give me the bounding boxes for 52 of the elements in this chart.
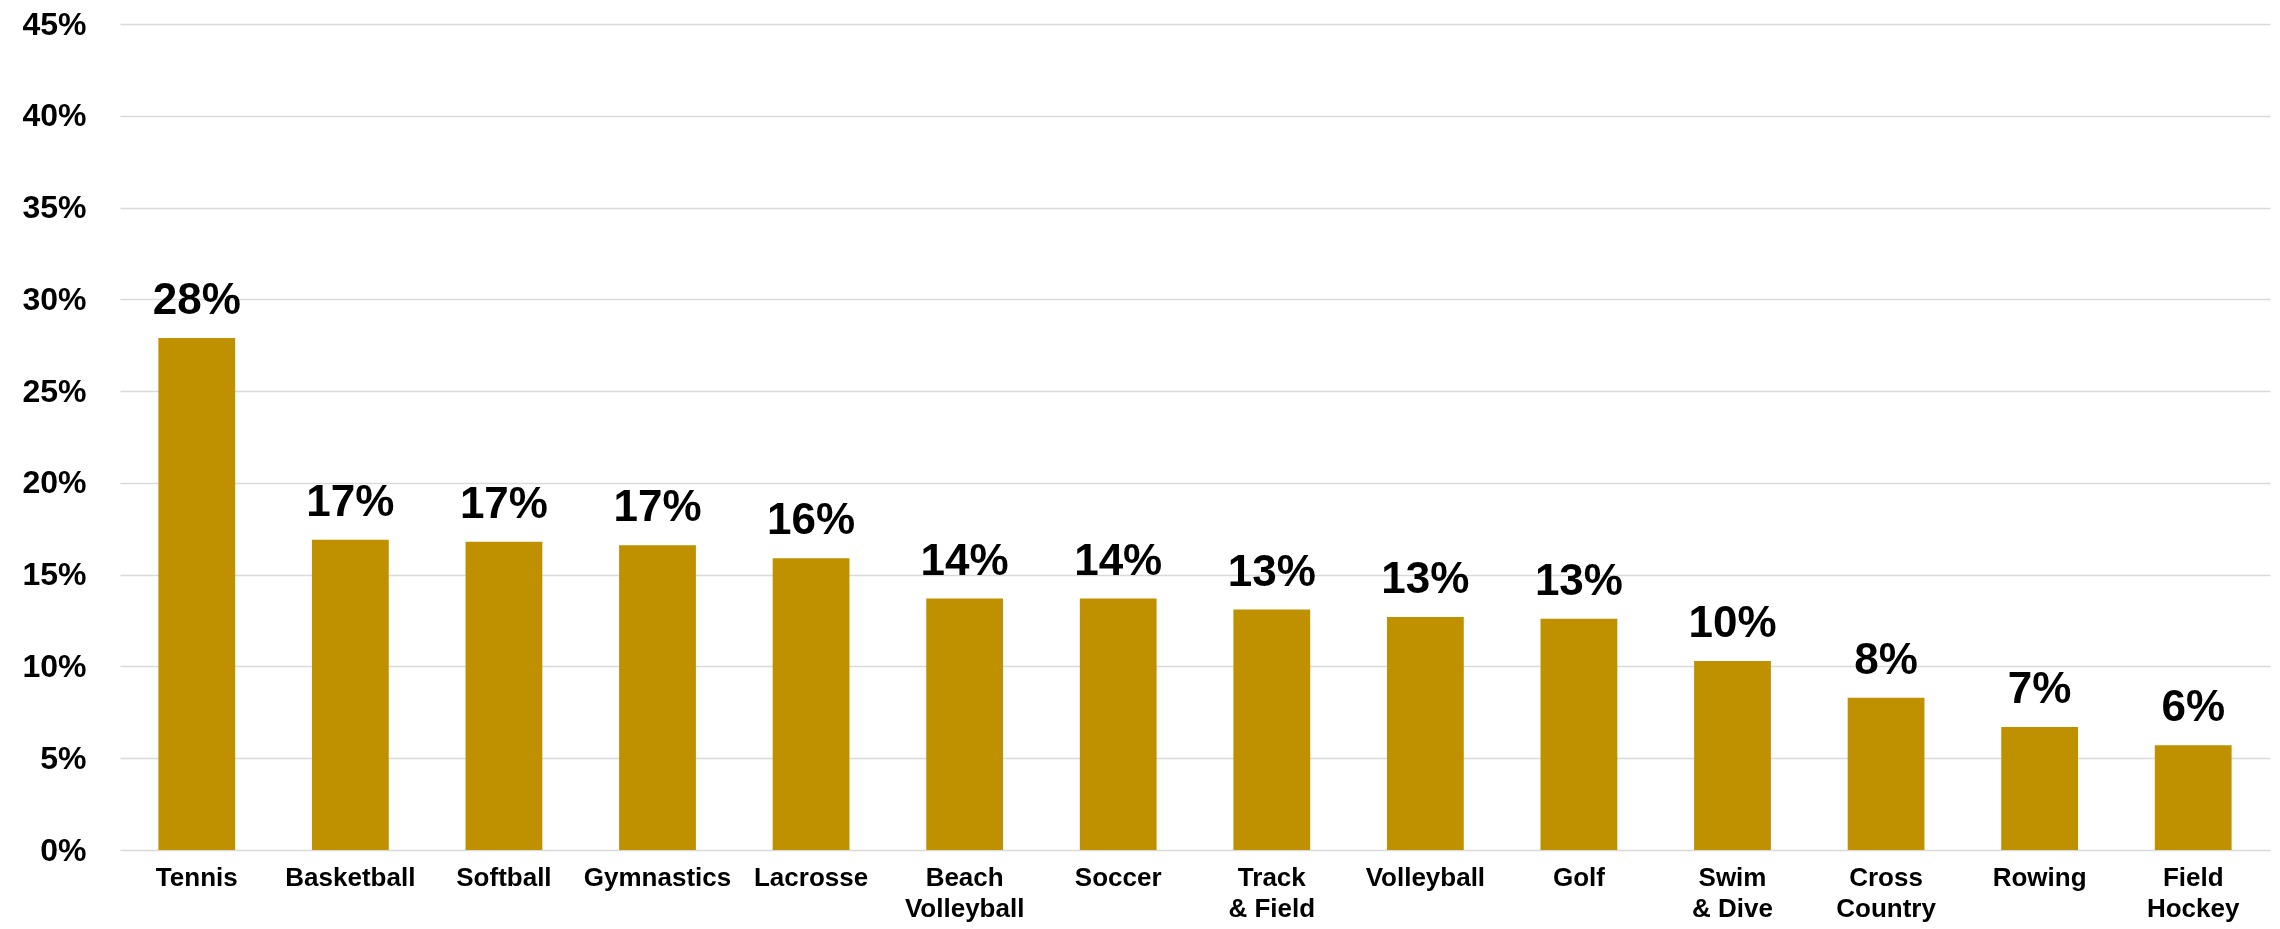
data-label: 7% [2007, 663, 2072, 713]
bar [772, 558, 850, 850]
x-tick-label: Field Hockey [2146, 861, 2240, 923]
data-label: 6% [2161, 681, 2226, 731]
data-label: 14% [1074, 534, 1163, 584]
y-tick-label: 15% [22, 556, 87, 593]
x-tick-label: Track & Field [1228, 861, 1316, 923]
data-label: 17% [459, 477, 548, 527]
data-label: 13% [1227, 545, 1316, 595]
x-tick-label: Gymnastics [583, 861, 732, 892]
bar [1847, 697, 1925, 850]
x-tick-label: Golf [1552, 861, 1606, 892]
bar [1386, 616, 1464, 850]
y-tick-label: 0% [40, 831, 87, 868]
x-tick-label: Basketball [285, 861, 416, 892]
data-label: 17% [306, 475, 395, 525]
data-label: 17% [613, 481, 702, 531]
bar [1079, 598, 1157, 850]
y-tick-label: 20% [22, 464, 87, 501]
x-tick-label: Tennis [155, 861, 238, 892]
bar [926, 598, 1004, 850]
data-label: 28% [152, 273, 241, 323]
bar [465, 541, 543, 850]
y-tick-label: 45% [22, 5, 87, 42]
data-label: 14% [920, 534, 1009, 584]
bar [1233, 609, 1311, 850]
y-tick-label: 35% [22, 189, 87, 226]
x-tick-label: Volleyball [1365, 861, 1486, 892]
x-tick-label: Soccer [1074, 861, 1162, 892]
x-tick-label: Softball [456, 861, 552, 892]
y-tick-label: 25% [22, 372, 87, 409]
y-tick-label: 5% [40, 739, 87, 776]
data-label: 13% [1381, 552, 1470, 602]
data-label: 16% [767, 494, 856, 544]
bar [158, 337, 236, 850]
data-label: 8% [1854, 633, 1918, 683]
bar [1694, 660, 1771, 850]
data-label: 13% [1534, 554, 1623, 604]
data-label: 10% [1688, 596, 1777, 646]
y-tick-label: 40% [22, 97, 87, 134]
bar [1540, 618, 1618, 850]
bar [619, 545, 696, 850]
x-tick-label: Beach Volleyball [904, 861, 1025, 923]
bar [2154, 745, 2232, 850]
x-tick-label: Swim & Dive [1692, 861, 1773, 923]
bar [2001, 727, 2079, 850]
x-tick-label: Rowing [1992, 861, 2087, 892]
y-tick-label: 30% [22, 280, 87, 317]
y-tick-label: 10% [22, 647, 87, 684]
x-tick-label: Cross Country [1836, 861, 1937, 923]
bar [311, 539, 389, 850]
x-tick-label: Lacrosse [753, 861, 869, 892]
